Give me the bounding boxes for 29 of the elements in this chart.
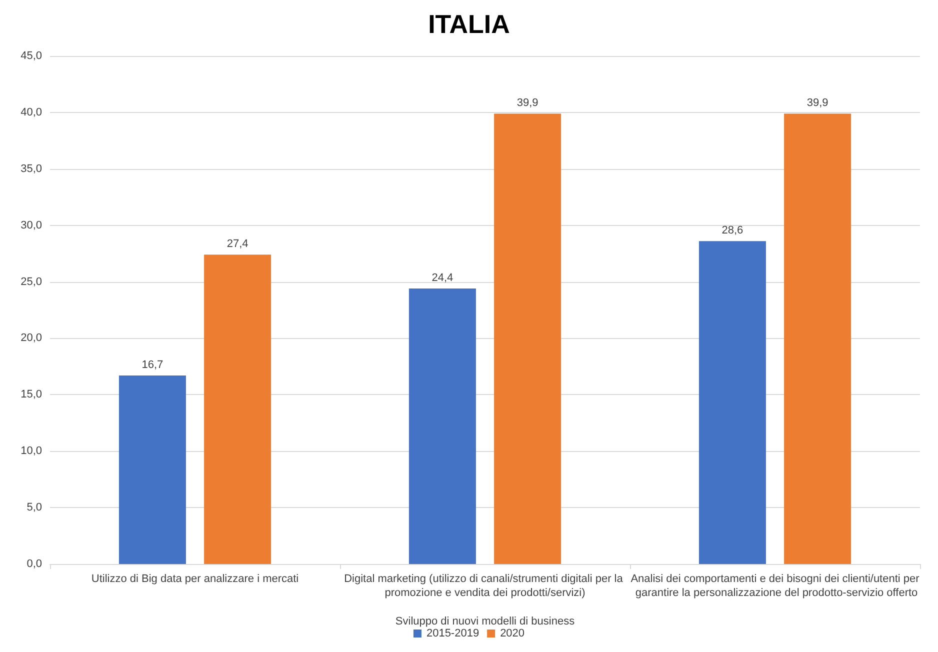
y-tick-label: 45,0 (20, 50, 42, 62)
data-label: 24,4 (432, 272, 454, 284)
data-label: 16,7 (142, 358, 164, 371)
y-tick-label: 40,0 (20, 106, 42, 118)
legend-label: 2020 (500, 628, 525, 640)
legend-label: 2015-2019 (426, 628, 480, 640)
y-tick-label: 15,0 (20, 388, 42, 401)
data-label: 39,9 (516, 97, 538, 110)
y-tick-label: 20,0 (20, 332, 42, 344)
bar (698, 241, 766, 564)
bar (204, 254, 272, 564)
bar (494, 114, 562, 564)
x-tick-label: Analisi dei comportamenti e dei bisogni dei clienti/utenti per garantire la personalizzazione del prodotto-servizio offerto (630, 573, 920, 599)
data-label: 28,6 (722, 224, 744, 237)
y-tick-label: 5,0 (26, 502, 42, 514)
data-label: 39,9 (806, 97, 828, 110)
bar (784, 114, 852, 564)
bar (118, 375, 186, 564)
y-tick-label: 30,0 (20, 219, 42, 232)
x-tick-label: Digital marketing (utilizzo di canali/strumenti digitali per la promozione e vendita dei prodotti/servizi) (344, 573, 626, 599)
y-tick-label: 25,0 (20, 276, 42, 288)
data-label: 27,4 (226, 238, 248, 250)
chart-title: ITALIA (428, 9, 510, 39)
y-tick-label: 10,0 (20, 445, 42, 458)
x-tick-label: Utilizzo di Big data per analizzare i mercati (91, 573, 299, 585)
y-tick-label: 0,0 (26, 558, 42, 570)
x-axis-title: Sviluppo di nuovi modelli di business (395, 616, 576, 628)
bar (408, 288, 476, 564)
y-tick-label: 35,0 (20, 162, 42, 175)
